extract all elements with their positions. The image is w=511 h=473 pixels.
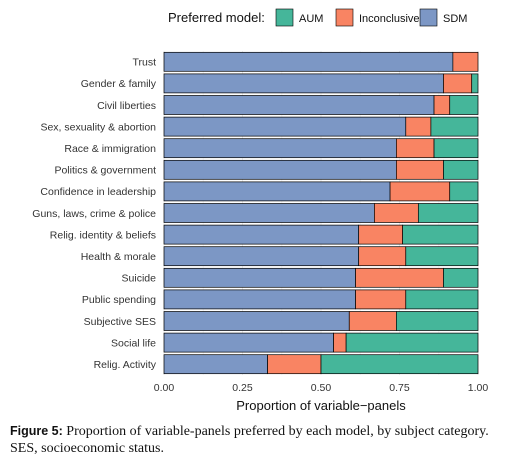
x-axis-title: Proportion of variable−panels (236, 398, 406, 413)
legend-swatch-inconclusive (335, 8, 354, 27)
category-label: Civil liberties (97, 100, 156, 112)
bar-aum-sex-sexuality-abortion (430, 116, 479, 137)
bar-aum-gender-family (471, 73, 479, 94)
bar-inconclusive-trust (452, 51, 479, 72)
bar-inconclusive-gender-family (443, 73, 473, 94)
bar-aum-civil-liberties (449, 95, 479, 115)
category-label: Public spending (82, 294, 156, 306)
x-tick-label: 0.25 (232, 382, 253, 394)
category-label: Gender & family (81, 78, 157, 90)
bar-sdm-race-immigration (163, 138, 397, 159)
category-label: Sex, sexuality & abortion (40, 121, 156, 133)
category-label: Guns, laws, crime & police (32, 208, 156, 220)
bar-sdm-relig-identity-beliefs (163, 224, 360, 245)
bar-sdm-public-spending (163, 289, 356, 310)
bar-inconclusive-health-morale (358, 246, 407, 267)
legend-swatch-aum (275, 8, 294, 27)
bar-inconclusive-relig-activity (267, 354, 322, 375)
bar-inconclusive-civil-liberties (433, 95, 451, 115)
bar-inconclusive-subjective-ses (348, 311, 397, 331)
caption-label: Figure 5: (10, 424, 63, 438)
bar-inconclusive-social-life (333, 332, 347, 353)
category-label: Relig. Activity (94, 359, 157, 371)
bar-sdm-relig-activity (163, 354, 268, 375)
category-label: Race & immigration (64, 143, 156, 155)
bar-sdm-guns-laws-crime-police (163, 203, 375, 223)
caption-text: Proportion of variable-panels preferred … (10, 424, 489, 456)
category-label: Confidence in leadership (40, 186, 156, 198)
bar-inconclusive-sex-sexuality-abortion (405, 116, 432, 137)
legend-label-aum: AUM (299, 13, 323, 25)
bar-aum-suicide (443, 267, 479, 288)
x-axis-ticks: 0.00 0.25 0.50 0.75 1.00 (154, 382, 489, 394)
bar-inconclusive-politics-government (396, 159, 444, 180)
bar-aum-health-morale (405, 246, 479, 267)
bar-inconclusive-suicide (355, 267, 444, 288)
category-label: Social life (111, 337, 156, 349)
bar-inconclusive-relig-identity-beliefs (358, 224, 403, 245)
stacked-bar-chart: Preferred model: AUM Inconclusive SDM Trus… (32, 8, 489, 413)
bar-aum-subjective-ses (396, 311, 479, 331)
bars (163, 51, 479, 375)
bar-aum-relig-identity-beliefs (402, 224, 479, 245)
bar-aum-politics-government (443, 159, 479, 180)
x-tick-label: 0.75 (389, 382, 410, 394)
category-label: Health & morale (81, 251, 156, 263)
category-label: Trust (132, 57, 156, 69)
bar-sdm-suicide (163, 267, 356, 288)
legend-title: Preferred model: (168, 10, 265, 25)
bar-sdm-subjective-ses (163, 311, 350, 331)
bar-sdm-sex-sexuality-abortion (163, 116, 407, 137)
bar-sdm-social-life (163, 332, 334, 353)
bar-inconclusive-guns-laws-crime-police (374, 203, 419, 223)
bar-inconclusive-confidence-in-leadership (389, 181, 451, 202)
legend: Preferred model: AUM Inconclusive SDM (168, 8, 467, 27)
bar-sdm-health-morale (163, 246, 360, 267)
legend-swatch-sdm (419, 8, 438, 27)
bar-sdm-confidence-in-leadership (163, 181, 391, 202)
category-labels: Trust Gender & family Civil liberties Sex, … (32, 57, 156, 371)
bar-aum-social-life (345, 332, 479, 353)
x-tick-label: 0.50 (311, 382, 332, 394)
category-label: Politics & government (54, 165, 156, 177)
bar-inconclusive-public-spending (355, 289, 407, 310)
bar-aum-race-immigration (433, 138, 479, 159)
bar-sdm-politics-government (163, 159, 397, 180)
bar-sdm-civil-liberties (163, 95, 435, 115)
x-tick-label: 1.00 (468, 382, 489, 394)
bar-aum-public-spending (405, 289, 479, 310)
category-label: Relig. identity & beliefs (50, 229, 156, 241)
category-label: Suicide (122, 273, 157, 285)
legend-label-sdm: SDM (443, 13, 467, 25)
bar-aum-guns-laws-crime-police (417, 203, 479, 223)
bar-sdm-trust (163, 51, 454, 72)
x-tick-label: 0.00 (154, 382, 175, 394)
bar-inconclusive-race-immigration (396, 138, 435, 159)
bar-aum-confidence-in-leadership (449, 181, 479, 202)
legend-label-inconclusive: Inconclusive (359, 13, 420, 25)
bar-aum-relig-activity (320, 354, 479, 375)
category-label: Subjective SES (84, 316, 156, 328)
bar-sdm-gender-family (163, 73, 444, 94)
figure-caption: Figure 5: Proportion of variable-panels … (10, 423, 505, 457)
